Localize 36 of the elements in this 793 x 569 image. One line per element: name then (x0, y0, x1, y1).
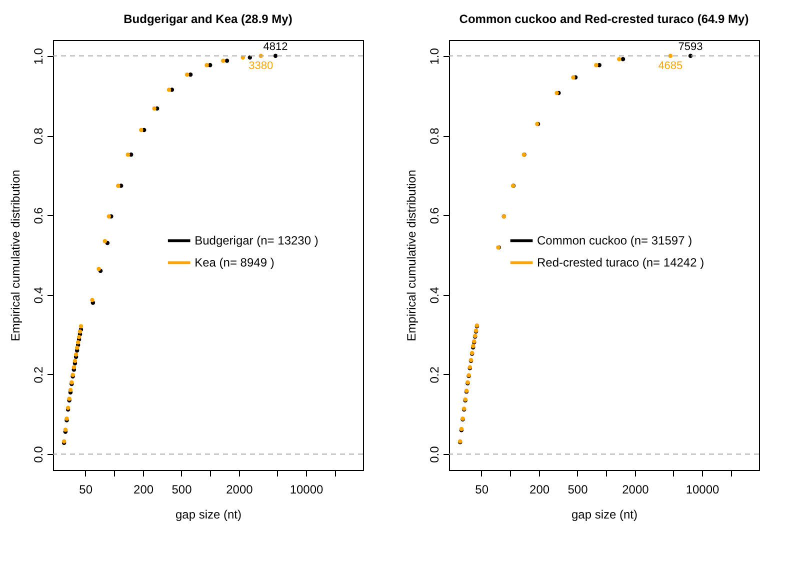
legend-label: Kea (n= 8949 ) (194, 256, 274, 270)
x-tick-label: 500 (172, 482, 192, 496)
y-tick-label: 0.8 (428, 127, 442, 144)
x-tick-label: 50 (79, 482, 93, 496)
x-tick-label: 200 (134, 482, 154, 496)
y-tick-label: 1.0 (428, 48, 442, 65)
y-tick-label: 0.8 (32, 127, 46, 144)
x-tick-label: 10000 (686, 482, 720, 496)
annotation: 7593 (678, 40, 703, 53)
x-tick-label: 200 (530, 482, 550, 496)
y-axis-title: Empirical cumulative distribution (8, 170, 22, 342)
annotation: 4812 (263, 40, 288, 53)
annotation: 4685 (658, 60, 683, 72)
x-tick-label: 10000 (290, 482, 324, 496)
y-tick-label: 0.0 (32, 446, 46, 463)
y-axis-title: Empirical cumulative distribution (404, 170, 418, 342)
legend-label: Budgerigar (n= 13230 ) (194, 234, 318, 248)
annotation: 3380 (248, 60, 274, 72)
x-tick-label: 2000 (226, 482, 254, 496)
y-tick-label: 0.0 (428, 446, 442, 463)
legend-label: Red-crested turaco (n= 14242 ) (537, 256, 704, 270)
x-tick-label: 500 (568, 482, 588, 496)
x-axis-title: gap size (nt) (175, 508, 242, 522)
y-tick-label: 0.6 (428, 207, 442, 224)
y-tick-label: 0.2 (428, 366, 442, 384)
chart-title: Budgerigar and Kea (28.9 My) (124, 12, 292, 26)
x-tick-label: 50 (475, 482, 489, 496)
y-tick-label: 1.0 (32, 48, 46, 65)
y-tick-label: 0.2 (32, 366, 46, 384)
x-axis-title: gap size (nt) (571, 508, 638, 522)
y-tick-label: 0.4 (428, 286, 442, 304)
y-tick-label: 0.6 (32, 207, 46, 224)
x-tick-label: 2000 (622, 482, 650, 496)
chart-title: Common cuckoo and Red-crested turaco (64.9 My) (459, 12, 749, 26)
y-tick-label: 0.4 (32, 286, 46, 304)
legend-label: Common cuckoo (n= 31597 ) (537, 234, 692, 248)
